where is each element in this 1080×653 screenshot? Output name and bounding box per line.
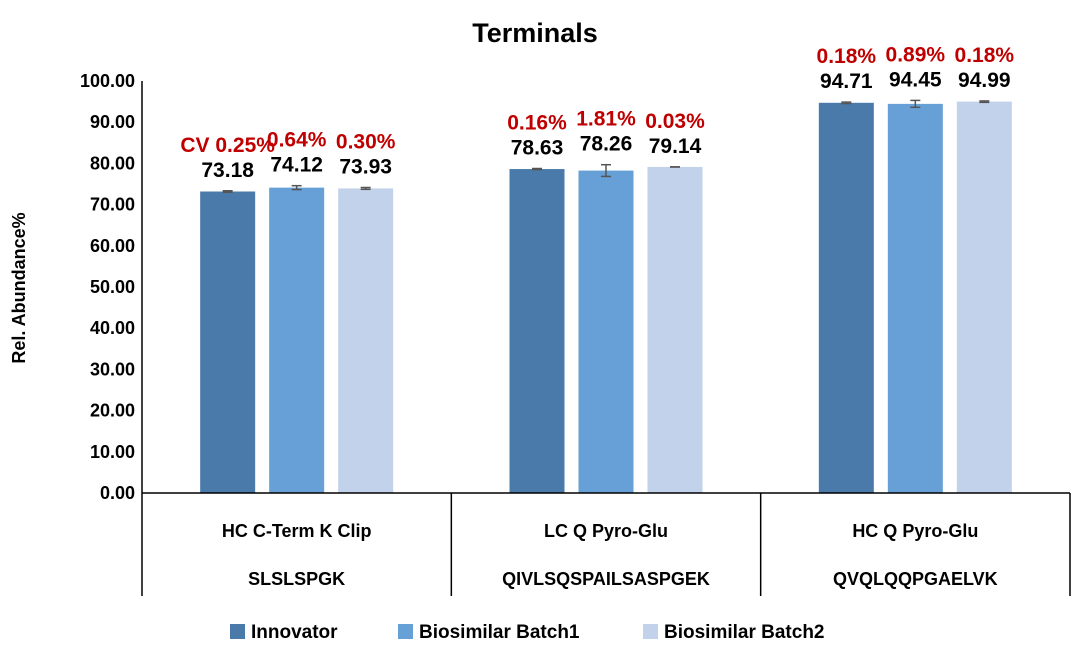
cv-label: 0.64% (267, 129, 327, 152)
y-tick-label: 10.00 (90, 442, 135, 462)
cv-label: 0.18% (817, 45, 877, 68)
legend-swatch (230, 624, 245, 639)
chart-title: Terminals (472, 18, 598, 48)
data-label: 94.45 (889, 68, 942, 91)
plot-area: 0.00 10.00 20.00 30.00 40.00 50.00 60.00 70.00 8… (80, 43, 1071, 596)
bar (338, 188, 394, 494)
legend-label: Innovator (251, 622, 338, 643)
category-label: HC Q Pyro-Glu (852, 521, 978, 541)
bar (578, 170, 634, 494)
bar (887, 103, 943, 493)
bar (200, 191, 256, 493)
cv-label: 0.03% (645, 110, 705, 133)
y-tick-label: 0.00 (100, 483, 135, 503)
legend-label: Biosimilar Batch2 (664, 622, 825, 643)
data-label: 94.71 (820, 70, 873, 93)
y-tick-label: 20.00 (90, 401, 135, 421)
cv-label: 0.16% (507, 112, 567, 135)
data-label: 79.14 (649, 135, 702, 158)
category-label: HC C-Term K Clip (222, 521, 372, 541)
bar (818, 102, 874, 493)
legend-swatch (643, 624, 658, 639)
cv-label: 0.18% (955, 44, 1015, 67)
legend-label: Biosimilar Batch1 (419, 622, 580, 643)
bar (269, 187, 325, 493)
y-tick-label: 30.00 (90, 359, 135, 379)
category-peptide-label: SLSLSPGK (248, 569, 345, 589)
legend-swatch (398, 624, 413, 639)
cv-label: 0.89% (886, 43, 946, 66)
cv-label: 1.81% (576, 108, 636, 131)
category-peptide-label: QVQLQQPGAELVK (833, 569, 998, 589)
category-label: LC Q Pyro-Glu (544, 521, 668, 541)
y-tick-label: 60.00 (90, 236, 135, 256)
cv-label: 0.30% (336, 131, 396, 154)
data-label: 94.99 (958, 69, 1011, 92)
bar (509, 169, 565, 493)
bar (647, 166, 703, 493)
y-axis-label: Rel. Abundance% (9, 212, 29, 363)
y-tick-label: 100.00 (80, 71, 135, 91)
y-tick-label: 70.00 (90, 195, 135, 215)
data-label: 78.63 (511, 137, 564, 160)
cv-label: CV 0.25% (180, 134, 275, 157)
y-tick-label: 40.00 (90, 318, 135, 338)
legend: Innovator Biosimilar Batch1 Biosimilar Bat… (230, 622, 825, 643)
data-label: 78.26 (580, 133, 633, 156)
y-tick-label: 50.00 (90, 277, 135, 297)
y-tick-label: 90.00 (90, 112, 135, 132)
data-label: 73.18 (201, 159, 254, 182)
data-label: 73.93 (339, 156, 392, 179)
category-peptide-label: QIVLSQSPAILSASPGEK (502, 569, 710, 589)
data-label: 74.12 (270, 154, 323, 177)
bar (956, 101, 1012, 493)
y-tick-label: 80.00 (90, 153, 135, 173)
